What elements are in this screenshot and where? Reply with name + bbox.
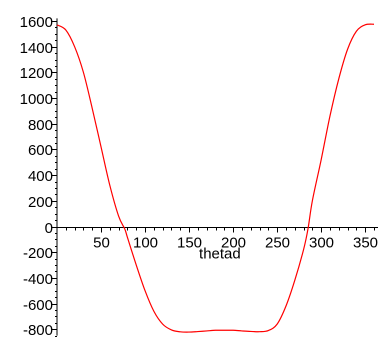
x-tick-label: 350 bbox=[353, 235, 378, 252]
x-tick-label: 200 bbox=[221, 235, 246, 252]
x-tick-label: 100 bbox=[133, 235, 158, 252]
x-axis-label: thetad bbox=[199, 246, 241, 263]
y-tick-label: 200 bbox=[28, 194, 53, 211]
y-tick-label: 600 bbox=[28, 142, 53, 159]
y-tick-label: 0 bbox=[45, 220, 53, 237]
y-tick-label: -400 bbox=[23, 271, 53, 288]
y-tick-label: -800 bbox=[23, 322, 53, 339]
y-tick-label: -600 bbox=[23, 297, 53, 314]
x-tick-label: 150 bbox=[177, 235, 202, 252]
y-tick-label: 1600 bbox=[20, 14, 53, 31]
x-axis: 50 100 150 200 250 300 350 bbox=[57, 227, 378, 252]
y-tick-label: -200 bbox=[23, 245, 53, 262]
y-tick-label: 1000 bbox=[20, 91, 53, 108]
x-tick-label: 300 bbox=[309, 235, 334, 252]
series-line-0 bbox=[56, 23, 375, 333]
y-tick-label: 1200 bbox=[20, 65, 53, 82]
series-group bbox=[56, 23, 375, 333]
y-axis: 1600 1400 1200 1000 800 600 400 200 0 -200 -400 -60… bbox=[20, 14, 58, 339]
y-tick-label: 400 bbox=[28, 168, 53, 185]
x-tick-label: 250 bbox=[265, 235, 290, 252]
y-tick-label: 800 bbox=[28, 117, 53, 134]
y-tick-label: 1400 bbox=[20, 40, 53, 57]
x-tick-label: 50 bbox=[93, 235, 110, 252]
